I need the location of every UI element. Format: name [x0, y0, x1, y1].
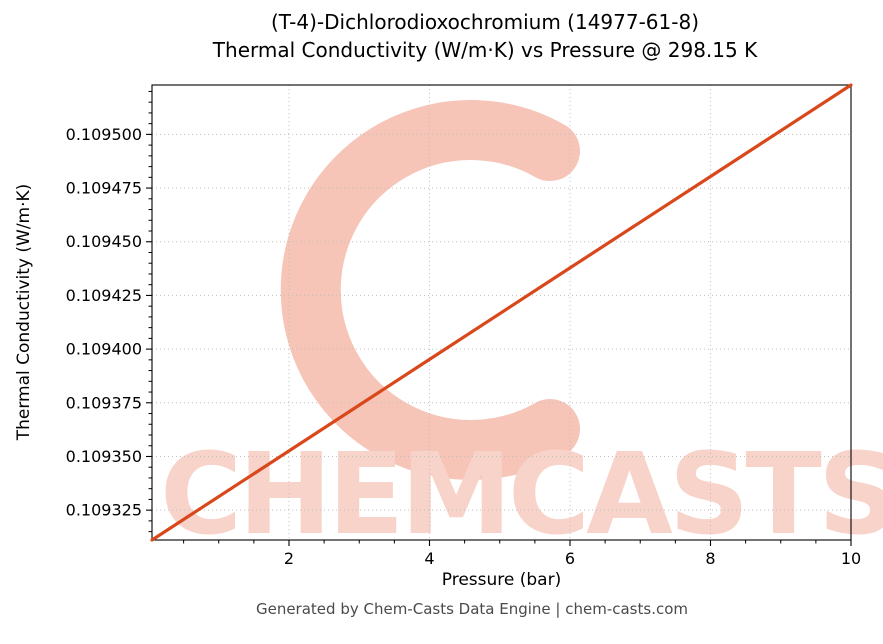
y-tick-label: 0.109475 [66, 179, 142, 198]
x-axis-label: Pressure (bar) [441, 570, 562, 590]
plot-border [151, 84, 852, 541]
x-tick-label: 2 [284, 549, 294, 568]
y-tick-label: 0.109375 [66, 393, 142, 412]
x-tick-label: 8 [705, 549, 715, 568]
footer-attribution: Generated by Chem-Casts Data Engine | ch… [255, 600, 689, 618]
y-tick-label: 0.109350 [66, 447, 142, 466]
x-tick-label: 10 [841, 549, 861, 568]
chart-title-line2: Thermal Conductivity (W/m·K) vs Pressure… [212, 38, 758, 62]
y-tick-label: 0.109325 [66, 501, 142, 520]
y-axis-label: Thermal Conductivity (W/m·K) [14, 183, 34, 441]
y-tick-label: 0.109500 [66, 125, 142, 144]
y-tick-label: 0.109400 [66, 340, 142, 359]
x-tick-label: 4 [424, 549, 434, 568]
chart-title: (T-4)-Dichlorodioxochromium (14977-61-8)… [120, 8, 850, 64]
chart-title-line1: (T-4)-Dichlorodioxochromium (14977-61-8) [271, 10, 699, 34]
watermark-text: CHEMCASTS [160, 430, 883, 560]
data-series-line [150, 83, 853, 542]
x-tick-label: 6 [565, 549, 575, 568]
y-tick-label: 0.109425 [66, 286, 142, 305]
watermark-logo [280, 100, 580, 480]
y-tick-label: 0.109450 [66, 232, 142, 251]
